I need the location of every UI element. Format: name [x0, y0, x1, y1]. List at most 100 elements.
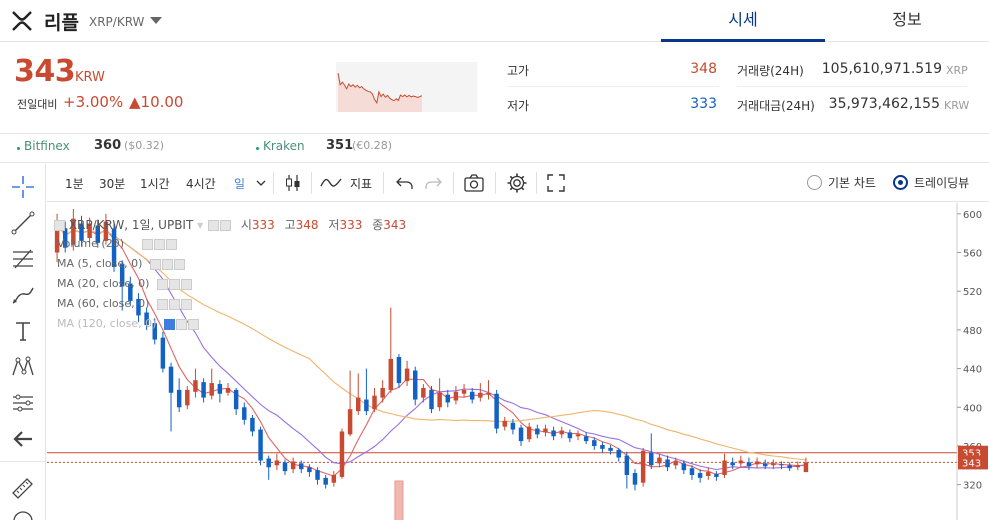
gear-icon[interactable]	[161, 258, 173, 270]
gear-icon[interactable]	[168, 298, 180, 310]
mini-price-chart	[336, 62, 477, 112]
candle-body	[315, 470, 320, 480]
exchange-eur: (€0.28)	[352, 139, 393, 152]
candle-body	[160, 337, 166, 369]
interval-4h[interactable]: 4시간	[186, 177, 216, 191]
candle-body	[787, 465, 792, 469]
candle-body	[649, 452, 654, 466]
close-icon[interactable]	[165, 238, 177, 250]
candle-type-icon[interactable]	[281, 171, 305, 195]
close-icon[interactable]	[173, 258, 185, 270]
candle-body	[706, 472, 711, 476]
candle-body	[478, 392, 483, 398]
legend-ma120: MA (120, close, 0)	[57, 317, 199, 330]
gear-icon[interactable]	[220, 220, 231, 231]
eye-icon[interactable]	[141, 238, 153, 250]
close-icon[interactable]	[187, 318, 199, 330]
chart-toolbar: 1분 30분 1시간 4시간 일 지표	[47, 164, 989, 202]
brush-icon[interactable]	[8, 280, 38, 310]
bullet-icon	[256, 147, 259, 150]
chart-legend-main: XRP/KRW, 1일, UPBIT ▾ 시333 고348 저333 종343	[53, 216, 406, 233]
fullscreen-icon[interactable]	[544, 171, 568, 195]
candle-body	[429, 389, 434, 410]
gear-icon[interactable]	[175, 318, 187, 330]
indicators-label[interactable]: 지표	[350, 177, 373, 191]
coin-name[interactable]: 리플	[44, 12, 79, 34]
candle-body	[762, 463, 768, 467]
expand-icon[interactable]	[54, 220, 65, 231]
tab-market[interactable]: 시세	[661, 0, 825, 42]
interval-1d[interactable]: 일	[234, 177, 246, 191]
legend-ma20: MA (20, close, 0)	[57, 277, 192, 290]
candle-body	[681, 463, 687, 471]
indicators-icon[interactable]	[319, 171, 343, 195]
current-price-marker-box	[958, 455, 988, 470]
candle-body	[209, 383, 214, 396]
eye-icon[interactable]	[163, 318, 175, 330]
fib-tool-icon[interactable]	[8, 244, 38, 274]
chevron-down-icon[interactable]	[150, 17, 162, 24]
candle-body	[640, 450, 646, 483]
interval-1h[interactable]: 1시간	[140, 177, 170, 191]
candle-body	[567, 432, 573, 439]
candle-body	[722, 460, 727, 475]
redo-icon[interactable]	[421, 171, 445, 195]
eye-icon[interactable]	[208, 220, 219, 231]
candle-body	[616, 449, 621, 458]
close-icon[interactable]	[180, 278, 192, 290]
volume-value: 105,610,971.519	[821, 61, 942, 77]
gear-icon[interactable]	[153, 238, 165, 250]
camera-icon[interactable]	[462, 171, 486, 195]
high-label: 고가	[507, 64, 530, 78]
drawing-toolbar	[0, 164, 46, 520]
price-chart[interactable]: 600560520480440400360320353343 XRP/KRW, …	[47, 203, 989, 520]
candle-body	[689, 468, 695, 475]
gear-icon[interactable]	[168, 278, 180, 290]
trend-line-icon[interactable]	[8, 208, 38, 238]
candle-body	[771, 463, 776, 466]
candle-body	[592, 440, 597, 446]
close-icon[interactable]	[180, 298, 192, 310]
candle-body	[396, 356, 402, 384]
eye-icon[interactable]	[156, 298, 168, 310]
tab-info[interactable]: 정보	[892, 10, 922, 29]
gear-icon[interactable]	[505, 171, 529, 195]
pattern-icon[interactable]	[8, 352, 38, 382]
text-tool-icon[interactable]	[8, 316, 38, 346]
legend-open: 333	[251, 218, 275, 232]
crosshair-icon[interactable]	[8, 172, 38, 202]
tradingview-label[interactable]: 트레이딩뷰	[914, 176, 970, 190]
candle-body	[494, 393, 499, 429]
arrow-left-icon[interactable]	[8, 424, 38, 454]
legend-ma60: MA (60, close, 0)	[57, 297, 192, 310]
prediction-icon[interactable]	[8, 388, 38, 418]
candle-body	[103, 221, 109, 241]
interval-30m[interactable]: 30분	[99, 177, 126, 191]
interval-1m[interactable]: 1분	[65, 177, 84, 191]
candle-body	[242, 407, 247, 420]
current-price: 343	[14, 54, 76, 89]
candle-body	[437, 392, 442, 408]
candle-body	[795, 465, 801, 468]
candle-body	[201, 382, 206, 398]
candle-body	[624, 455, 630, 475]
bullet-icon	[17, 147, 20, 150]
candlestick-chart[interactable]: 600560520480440400360320353343	[47, 203, 989, 520]
candle-body	[356, 397, 361, 412]
chevron-down-icon[interactable]	[254, 171, 268, 195]
magnet-icon[interactable]	[8, 506, 38, 520]
basic-chart-radio[interactable]	[807, 175, 822, 190]
tradingview-radio[interactable]	[893, 175, 908, 190]
eye-icon[interactable]	[156, 278, 168, 290]
high-marker-label: 353	[962, 449, 981, 460]
basic-chart-label[interactable]: 기본 차트	[828, 176, 876, 190]
candle-body	[95, 225, 101, 243]
coin-pair[interactable]: XRP/KRW	[89, 15, 145, 29]
candle-body	[176, 389, 182, 408]
y-tick-label: 320	[963, 481, 982, 492]
ruler-icon[interactable]	[8, 472, 38, 502]
candle-body	[299, 463, 304, 470]
low-label: 저가	[507, 99, 530, 113]
eye-icon[interactable]	[149, 258, 161, 270]
undo-icon[interactable]	[393, 171, 417, 195]
